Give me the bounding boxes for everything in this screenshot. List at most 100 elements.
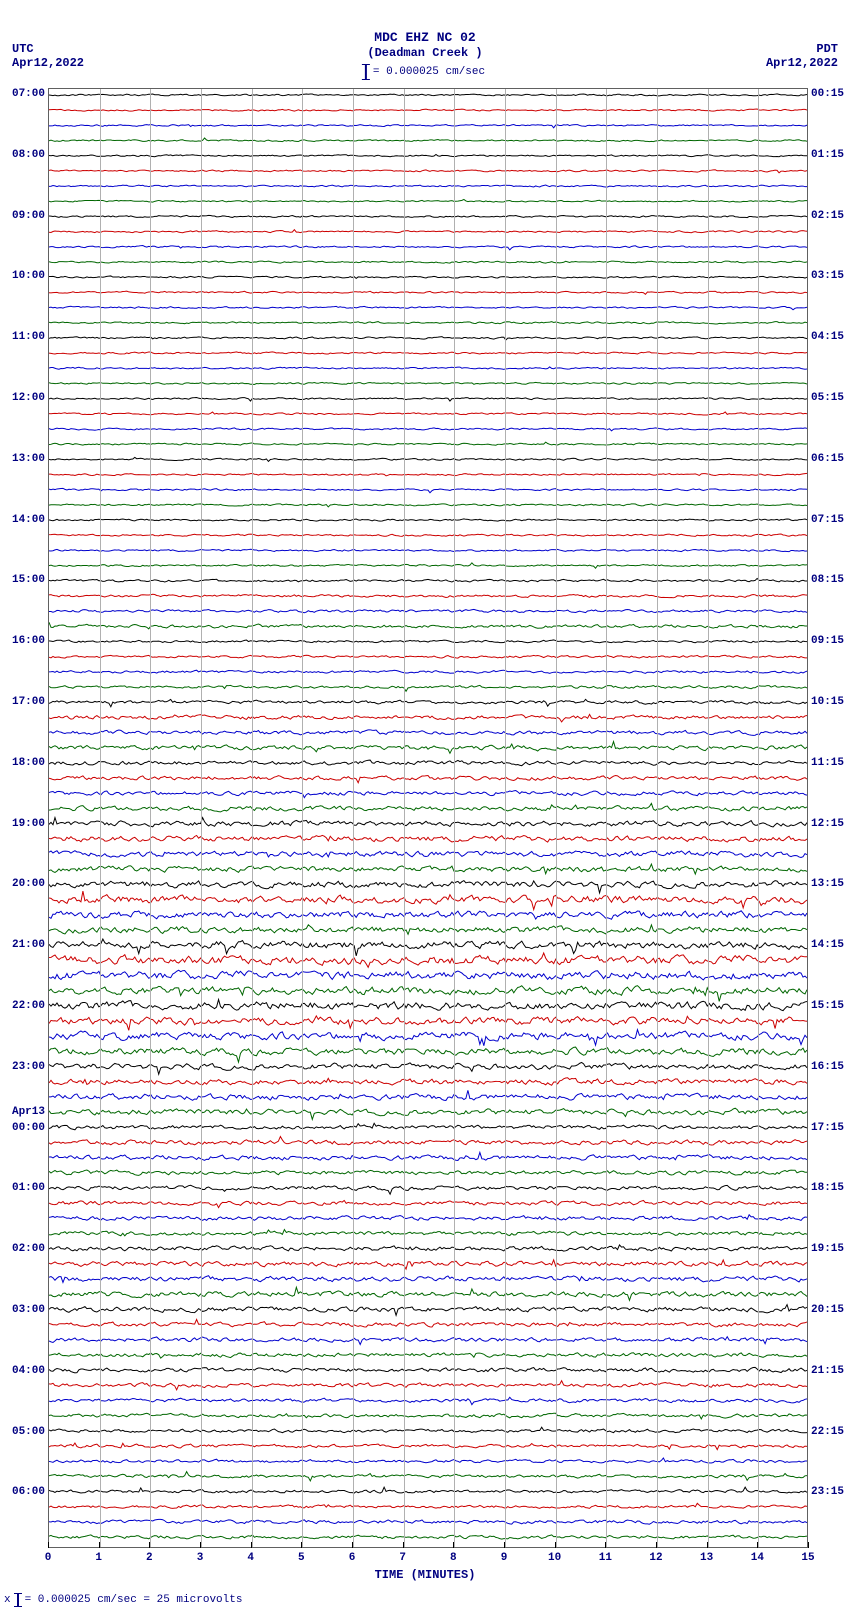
time-label-right: 01:15 (807, 149, 844, 161)
seismogram-trace (49, 352, 807, 354)
time-label-left: 22:00 (12, 1000, 49, 1012)
time-label-right: 06:15 (807, 453, 844, 465)
seismogram-trace (49, 457, 807, 461)
time-label-left: 19:00 (12, 818, 49, 830)
xtick-mark (301, 1542, 302, 1548)
seismogram-trace (49, 138, 807, 142)
xtick-label: 14 (751, 1552, 764, 1564)
seismogram-trace (49, 428, 807, 431)
seismogram-trace (49, 881, 807, 893)
time-label-right: 20:15 (807, 1304, 844, 1316)
seismogram-trace (49, 1472, 807, 1481)
seismogram-trace (49, 563, 807, 568)
time-label-left: 14:00 (12, 514, 49, 526)
xtick-mark (352, 1542, 353, 1548)
footer-prefix: x (4, 1594, 11, 1606)
seismogram-trace (49, 1458, 807, 1463)
header: MDC EHZ NC 02 (Deadman Creek ) (0, 0, 850, 60)
gridline (708, 89, 709, 1547)
seismogram-trace (49, 534, 807, 536)
xtick-label: 1 (95, 1552, 102, 1564)
seismogram-trace (49, 622, 807, 629)
seismogram-trace (49, 1078, 807, 1085)
seismogram-trace (49, 125, 807, 128)
seismogram-trace (49, 578, 807, 582)
time-label-right: 00:15 (807, 88, 844, 100)
seismogram-trace (49, 1170, 807, 1175)
seismogram-trace (49, 1381, 807, 1390)
footer-scale: x = 0.000025 cm/sec = 25 microvolts (4, 1593, 242, 1607)
time-label-right: 16:15 (807, 1061, 844, 1073)
time-label-right: 04:15 (807, 331, 844, 343)
xtick-mark (605, 1542, 606, 1548)
seismogram-trace (49, 835, 807, 842)
seismogram-trace (49, 382, 807, 384)
time-label-right: 10:15 (807, 696, 844, 708)
scale-indicator: = 0.000025 cm/sec (365, 64, 485, 80)
seismogram-trace (49, 730, 807, 735)
seismogram-trace (49, 685, 807, 691)
gridline (353, 89, 354, 1547)
seismogram-trace (49, 1123, 807, 1129)
seismogram-trace (49, 473, 807, 475)
gridline (505, 89, 506, 1547)
xtick-label: 0 (45, 1552, 52, 1564)
time-label-left: 01:00 (12, 1182, 49, 1194)
seismogram-trace (49, 1185, 807, 1194)
seismogram-trace (49, 1016, 807, 1030)
seismogram-trace (49, 1062, 807, 1074)
time-label-right: 17:15 (807, 1122, 844, 1134)
gridline (454, 89, 455, 1547)
seismogram-trace (49, 230, 807, 233)
gridline (201, 89, 202, 1547)
seismogram-trace (49, 322, 807, 324)
seismogram-trace (49, 519, 807, 521)
seismogram-trace (49, 261, 807, 263)
time-label-right: 12:15 (807, 818, 844, 830)
seismogram-trace (49, 1305, 807, 1316)
xtick-label: 8 (450, 1552, 457, 1564)
xtick-mark (149, 1542, 150, 1548)
seismogram-trace (49, 760, 807, 766)
xtick-mark (403, 1542, 404, 1548)
gridline (657, 89, 658, 1547)
xtick-label: 15 (801, 1552, 814, 1564)
time-label-left: 00:00 (12, 1122, 49, 1134)
tz-right-label: PDT (766, 42, 838, 56)
xtick-mark (707, 1542, 708, 1548)
seismogram-trace (49, 412, 807, 415)
seismogram-trace (49, 970, 807, 980)
seismogram-trace (49, 986, 807, 1002)
xtick-mark (757, 1542, 758, 1548)
tz-left: UTC Apr12,2022 (12, 42, 84, 71)
xtick-label: 7 (399, 1552, 406, 1564)
xtick-label: 4 (247, 1552, 254, 1564)
time-label-right: 23:15 (807, 1486, 844, 1498)
seismogram-trace (49, 939, 807, 956)
seismogram-trace (49, 94, 807, 96)
seismogram-trace (49, 1047, 807, 1062)
station-title: MDC EHZ NC 02 (0, 30, 850, 46)
tz-left-label: UTC (12, 42, 84, 56)
seismogram-trace (49, 291, 807, 294)
time-label-left: 20:00 (12, 878, 49, 890)
seismogram-trace (49, 714, 807, 721)
xtick-label: 3 (197, 1552, 204, 1564)
seismogram-trace (49, 367, 807, 369)
seismogram-trace (49, 397, 807, 401)
seismogram-trace (49, 1535, 807, 1539)
seismogram-trace (49, 1215, 807, 1221)
traces-svg (49, 89, 807, 1547)
seismogram-trace (49, 1319, 807, 1327)
time-label-right: 08:15 (807, 574, 844, 586)
time-label-left: 11:00 (12, 331, 49, 343)
seismogram-trace (49, 306, 807, 309)
seismogram-trace (49, 742, 807, 754)
seismogram-trace (49, 549, 807, 551)
xtick-mark (808, 1542, 809, 1548)
time-label-left: 09:00 (12, 210, 49, 222)
seismogram-trace (49, 442, 807, 445)
seismogram-trace (49, 1487, 807, 1493)
xtick-label: 5 (298, 1552, 305, 1564)
scale-bar-icon (365, 64, 367, 80)
